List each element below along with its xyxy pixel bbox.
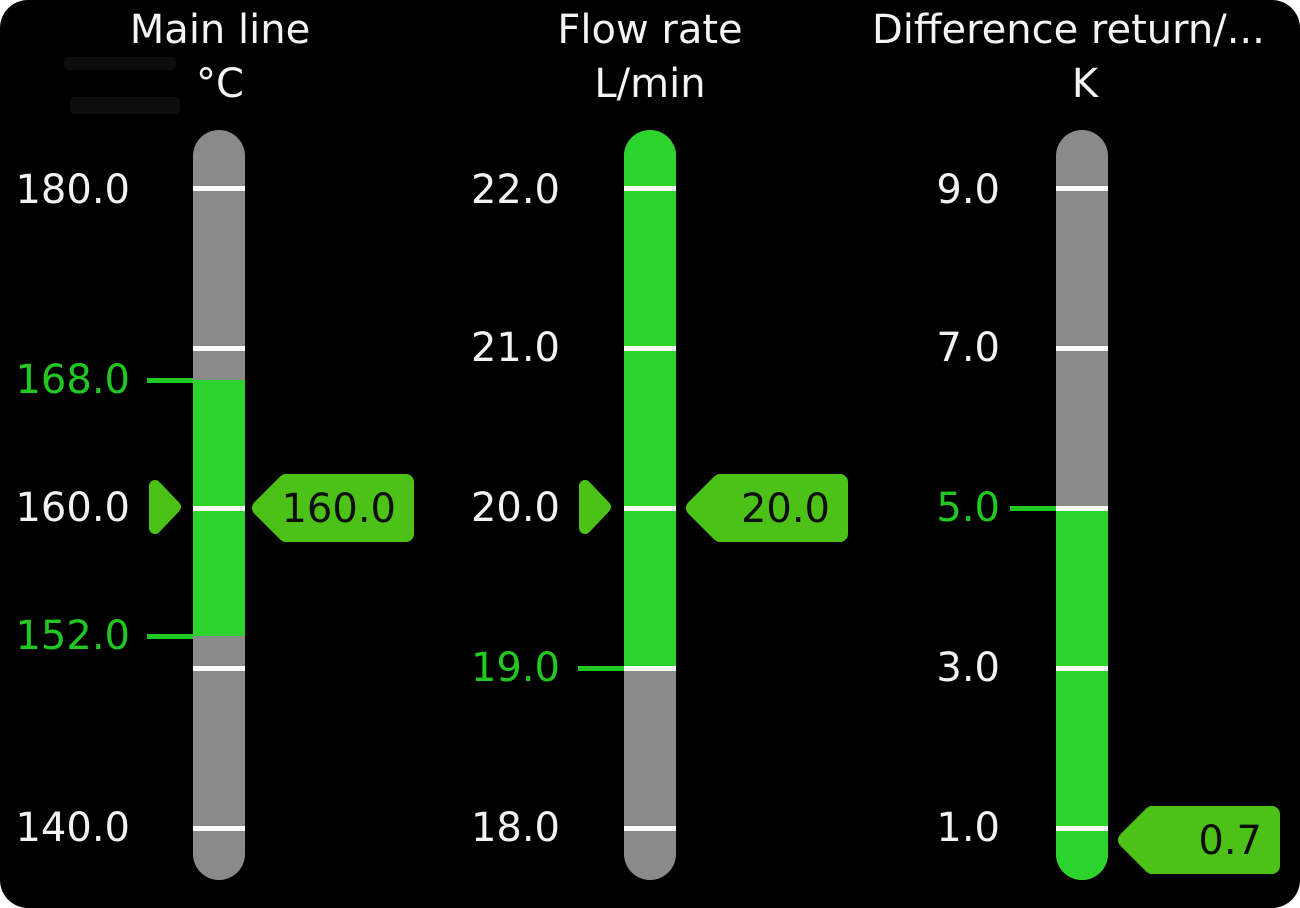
gauge-difference-bar [1056,130,1108,880]
value-tag: 160.0 [252,474,414,542]
ghost-artifact [64,57,176,70]
scale-label: 7.0 [936,325,1000,371]
ghost-artifact [70,97,180,114]
scale-label-limit: 168.0 [15,357,130,403]
scale-label: 1.0 [936,805,1000,851]
tick-22 [624,186,676,191]
scale-label: 180.0 [15,167,130,213]
limit-leader-19 [578,666,624,671]
limit-leader-152 [147,634,193,639]
scale-label-limit: 5.0 [936,485,1000,531]
scale-label: 20.0 [470,485,560,531]
scale-label: 9.0 [936,167,1000,213]
value-tag: 20.0 [686,474,848,542]
gauge-difference-title: Difference return/... [872,7,1265,53]
scale-label-limit: 152.0 [15,613,130,659]
value-tag-label: 0.7 [1198,818,1262,864]
scale-label: 140.0 [15,805,130,851]
limit-leader-168 [147,378,193,383]
gauge-main-line-bar [193,130,245,880]
gauge-difference-unit: K [1071,61,1099,107]
scale-label: 22.0 [470,167,560,213]
tick-150 [193,666,245,671]
tick-20 [624,506,676,511]
tick-21 [624,346,676,351]
value-marker-icon [579,480,611,534]
scale-label: 18.0 [470,805,560,851]
gauge-flow-rate-unit: L/min [594,61,706,107]
tick-1 [1056,826,1108,831]
tick-19 [624,666,676,671]
gauge-flow-rate-title: Flow rate [557,7,743,53]
tick-9 [1056,186,1108,191]
gauge-main-line-unit: °C [196,61,244,107]
tick-170 [193,346,245,351]
tick-18 [624,826,676,831]
gauge-flow-rate-bar [624,130,676,880]
limit-leader-5 [1010,506,1056,511]
good-zone [624,130,676,668]
scale-label: 160.0 [15,485,130,531]
tick-7 [1056,346,1108,351]
tick-180 [193,186,245,191]
value-tag-label: 160.0 [281,486,396,532]
value-tag: 0.7 [1118,806,1280,874]
tick-5 [1056,506,1108,511]
tick-160 [193,506,245,511]
tick-140 [193,826,245,831]
tick-3 [1056,666,1108,671]
good-zone [1056,508,1108,880]
scale-label-limit: 19.0 [470,645,560,691]
scale-label: 3.0 [936,645,1000,691]
value-tag-label: 20.0 [741,486,830,532]
gauge-main-line-title: Main line [129,7,311,53]
value-marker-icon [149,480,181,534]
scale-label: 21.0 [470,325,560,371]
